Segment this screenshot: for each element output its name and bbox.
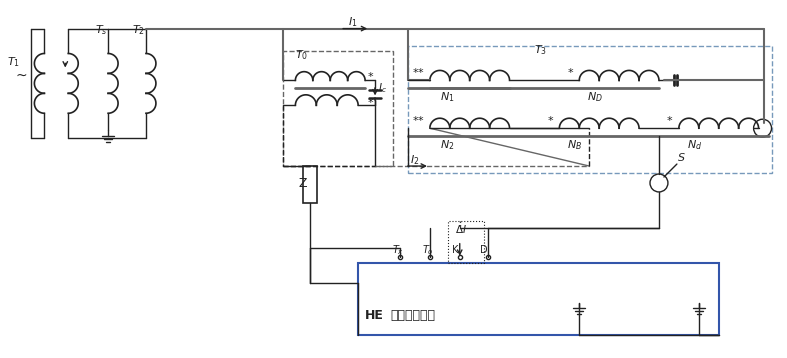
Text: $N_2$: $N_2$ (440, 138, 454, 152)
Text: *: * (548, 116, 553, 126)
Text: $T_o$: $T_o$ (422, 243, 434, 257)
Text: $S$: $S$ (677, 151, 685, 163)
Text: $T_3$: $T_3$ (534, 43, 548, 57)
Text: *: * (413, 116, 419, 126)
Text: $N_1$: $N_1$ (440, 90, 454, 104)
Text: $\Delta I$: $\Delta I$ (455, 223, 467, 235)
Text: *: * (567, 68, 573, 78)
Text: $I_1$: $I_1$ (348, 16, 358, 29)
Text: *: * (418, 68, 423, 78)
Text: Z: Z (298, 178, 307, 190)
Text: K: K (452, 245, 458, 255)
Text: ~: ~ (16, 68, 27, 82)
Text: $T_2$: $T_2$ (132, 24, 145, 37)
Bar (303, 166, 317, 203)
Bar (408, 45, 771, 173)
Text: *: * (667, 116, 673, 126)
Text: *: * (368, 98, 374, 108)
Text: $T_1$: $T_1$ (6, 55, 20, 69)
Text: $T_0$: $T_0$ (295, 48, 309, 62)
Bar (358, 263, 719, 335)
Text: $I_2$: $I_2$ (410, 153, 419, 167)
Text: $T_s$: $T_s$ (95, 24, 108, 37)
Bar (283, 50, 393, 166)
Text: $N_d$: $N_d$ (687, 138, 702, 152)
Text: *: * (418, 116, 423, 126)
Text: D: D (479, 245, 487, 255)
Bar (448, 221, 484, 263)
Text: HE: HE (365, 309, 384, 323)
Text: $T_x$: $T_x$ (392, 243, 404, 257)
Text: $N_B$: $N_B$ (567, 138, 582, 152)
Text: *: * (413, 68, 419, 78)
Text: $N_D$: $N_D$ (587, 90, 603, 104)
Text: $I_c$: $I_c$ (378, 81, 387, 95)
Text: 误差测量装置: 误差测量装置 (390, 309, 435, 323)
Text: *: * (368, 72, 374, 82)
